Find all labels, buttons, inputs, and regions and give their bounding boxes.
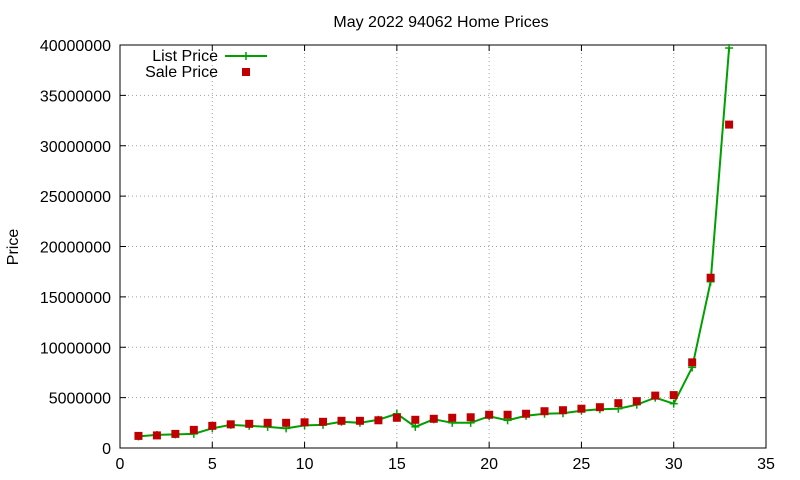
legend-marker-list-price — [242, 52, 250, 60]
sale-price-point — [522, 409, 531, 418]
sale-price-point — [171, 429, 180, 438]
sale-price-point — [706, 273, 715, 282]
chart-title: May 2022 94062 Home Prices — [333, 14, 548, 31]
sale-price-point — [632, 397, 641, 406]
series-line-list-price — [138, 47, 731, 438]
sale-price-point — [300, 418, 309, 427]
x-tick-label: 0 — [116, 456, 125, 473]
sale-price-point — [263, 418, 272, 427]
y-tick-label: 5000000 — [49, 391, 111, 408]
y-axis-label: Price — [5, 229, 22, 266]
list-price-point — [669, 399, 678, 408]
y-tick-label: 35000000 — [40, 88, 111, 105]
sale-price-point — [448, 413, 457, 422]
sale-price-point — [337, 416, 346, 425]
x-tick-label: 15 — [388, 456, 406, 473]
sale-price-point — [595, 403, 604, 412]
x-tick-label: 35 — [757, 456, 775, 473]
legend-label-sale-price: Sale Price — [145, 64, 218, 81]
sale-price-point — [355, 416, 364, 425]
sale-price-point — [669, 391, 678, 400]
sale-price-point — [134, 431, 143, 440]
sale-price-point — [577, 404, 586, 413]
x-tick-label: 30 — [665, 456, 683, 473]
sale-price-point — [614, 399, 623, 408]
legend-marker-sale-price — [242, 68, 250, 76]
sale-price-point — [558, 406, 567, 415]
x-tick-label: 25 — [573, 456, 591, 473]
sale-price-point — [208, 421, 217, 430]
x-tick-label: 5 — [208, 456, 217, 473]
sale-price-point — [411, 415, 420, 424]
sale-price-point — [245, 419, 254, 428]
sale-price-point — [540, 407, 549, 416]
list-price-point — [411, 422, 420, 431]
sale-price-point — [485, 410, 494, 419]
y-tick-label: 30000000 — [40, 139, 111, 156]
data-series — [134, 44, 734, 441]
y-tick-label: 20000000 — [40, 240, 111, 257]
sale-price-point — [374, 416, 383, 425]
sale-price-point — [503, 410, 512, 419]
sale-price-point — [466, 413, 475, 422]
ticks: 0 5 10 15 20 25 30 35 0 5000000 10000000 15000000 20… — [40, 38, 775, 473]
legend: List Price Sale Price — [145, 48, 267, 81]
y-tick-label: 25000000 — [40, 189, 111, 206]
y-tick-label: 15000000 — [40, 290, 111, 307]
list-price-point — [725, 44, 734, 53]
legend-label-list-price: List Price — [152, 48, 218, 65]
sale-price-point — [725, 120, 734, 129]
y-tick-label: 40000000 — [40, 38, 111, 55]
sale-price-point — [319, 417, 328, 426]
sale-price-point — [226, 420, 235, 429]
x-tick-label: 20 — [480, 456, 498, 473]
sale-price-point — [429, 414, 438, 423]
y-tick-label: 0 — [102, 441, 111, 458]
sale-price-point — [651, 391, 660, 400]
sale-price-point — [392, 413, 401, 422]
sale-price-point — [189, 425, 198, 434]
sale-price-point — [152, 431, 161, 440]
y-tick-label: 10000000 — [40, 340, 111, 357]
sale-price-point — [688, 358, 697, 367]
x-tick-label: 10 — [296, 456, 314, 473]
grid — [120, 45, 766, 448]
sale-price-point — [282, 418, 291, 427]
